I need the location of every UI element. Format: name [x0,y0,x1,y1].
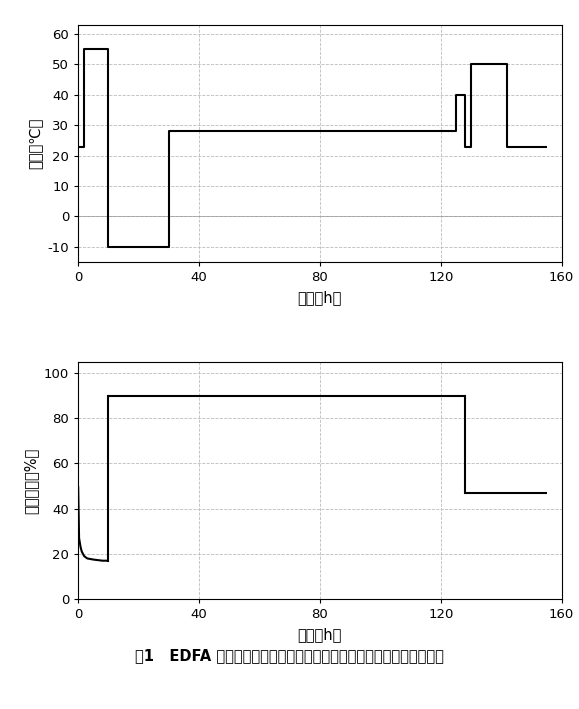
Y-axis label: 相对湿度（%）: 相对湿度（%） [23,447,38,513]
X-axis label: 时间（h）: 时间（h） [298,290,342,305]
Y-axis label: 温度（℃）: 温度（℃） [27,118,42,169]
Text: 图1   EDFA 单元在工作温度和湿度试验中温度和相对湿度随时间的变化: 图1 EDFA 单元在工作温度和湿度试验中温度和相对湿度随时间的变化 [135,648,444,664]
X-axis label: 时间（h）: 时间（h） [298,627,342,642]
